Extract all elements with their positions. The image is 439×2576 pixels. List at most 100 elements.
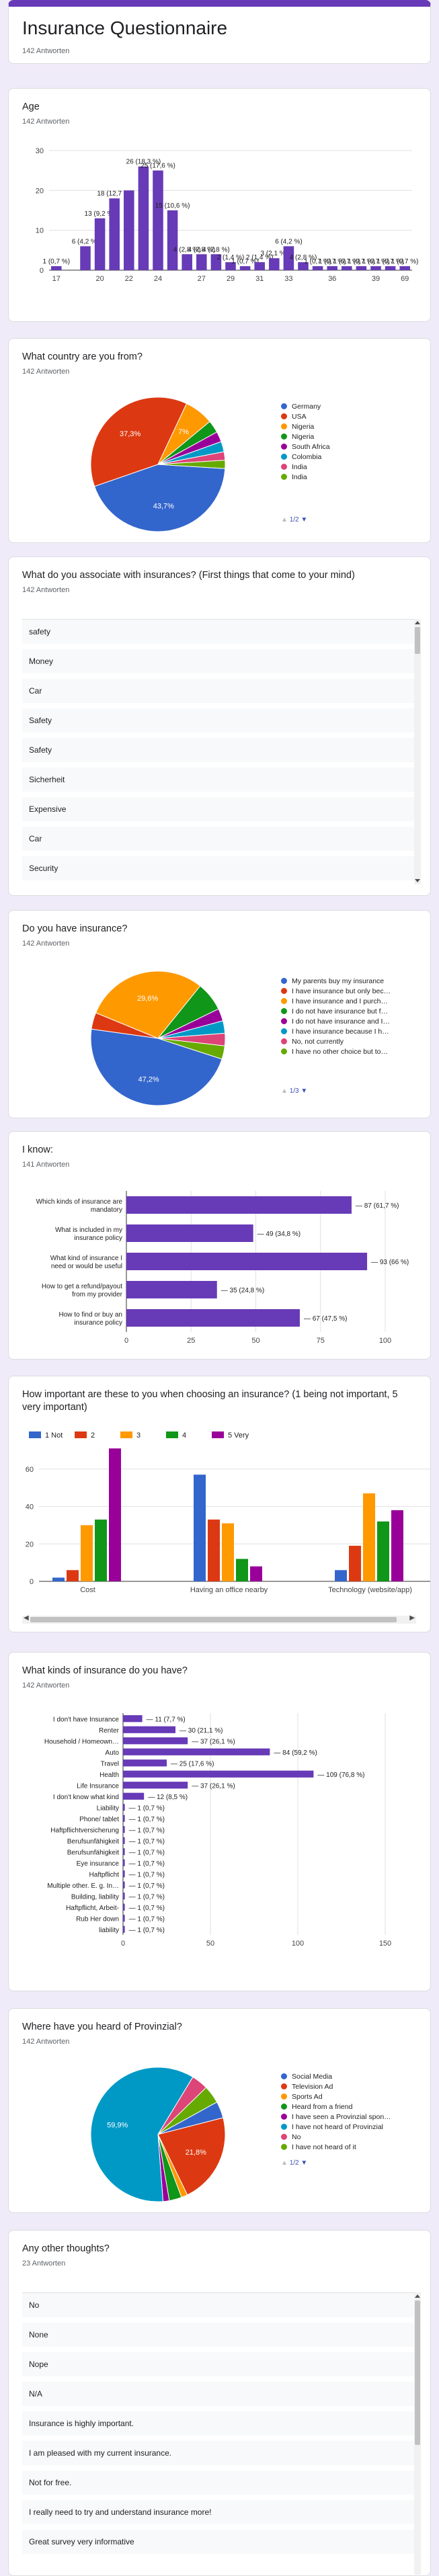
data-label: 2 (1,4 %) [217, 254, 245, 261]
legend-label: Sports Ad [292, 2093, 323, 2101]
prev-page-icon[interactable]: ▲ [281, 516, 288, 524]
horizontal-scrollbar[interactable]: ◀ ▶ [22, 1614, 416, 1624]
bar [123, 1715, 143, 1722]
legend-item: I have not heard of it [281, 2143, 391, 2153]
scroll-up-icon[interactable] [415, 621, 420, 624]
legend-swatch [281, 2083, 287, 2089]
bar [250, 1566, 262, 1581]
y-tick-label: 0 [30, 1578, 34, 1586]
response-count: 142 Antworten [22, 586, 70, 594]
legend-swatch [281, 1028, 287, 1034]
legend-label: Nigeria [292, 423, 315, 431]
question-title: What kinds of insurance do you have? [22, 1665, 188, 1676]
data-label: 1 (0,7 %) [43, 258, 71, 265]
legend-item: Television Ad [281, 2082, 391, 2092]
scroll-left-icon[interactable]: ◀ [24, 1614, 29, 1622]
next-page-icon[interactable]: ▼ [301, 2159, 308, 2167]
data-label: 1 (0,7 %) [304, 258, 331, 265]
x-tick-label: 29 [227, 275, 235, 283]
legend-label: My parents buy my insurance [292, 977, 385, 985]
legend-item: I have no other choice but to… [281, 1047, 391, 1057]
slice-label: 21,8% [186, 2149, 206, 2157]
data-label: 3 (2,1 %) [261, 250, 288, 257]
legend-swatch [281, 1008, 287, 1014]
scroll-thumb[interactable] [415, 2300, 420, 2445]
legend-swatch [281, 413, 287, 419]
bar [123, 1915, 125, 1922]
legend-swatch [75, 1431, 87, 1438]
legend-pager[interactable]: ▲ 1/3 ▼ [281, 1087, 307, 1095]
legend-item: My parents buy my insurance [281, 977, 391, 987]
bar [391, 1510, 403, 1581]
response-row: Sicherheit [22, 767, 416, 792]
scrollbar[interactable] [414, 619, 421, 884]
scrollbar[interactable] [414, 2292, 421, 2575]
legend-pager[interactable]: ▲ 1/2 ▼ [281, 516, 307, 524]
x-tick-label: 50 [251, 1337, 260, 1345]
legend-item: Nigeria [281, 432, 330, 442]
data-label: 26 (18,3 %) [126, 159, 161, 166]
legend-label: Television Ad [292, 2083, 333, 2091]
page-indicator: 1/3 [289, 1087, 299, 1095]
bar [138, 166, 149, 270]
legend-swatch [281, 2144, 287, 2150]
data-label: — 1 (0,7 %) [129, 1816, 165, 1823]
y-tick-label: mandatory [91, 1206, 122, 1214]
x-tick-label: 24 [154, 275, 162, 283]
x-tick-label: 100 [292, 1940, 304, 1948]
y-tick-label: Haftpflicht [89, 1871, 120, 1878]
prev-page-icon[interactable]: ▲ [281, 1087, 288, 1095]
legend-swatch [281, 978, 287, 984]
legend-item: I do not have insurance but f… [281, 1007, 391, 1017]
bar [123, 1815, 125, 1822]
legend-label: I have not heard of it [292, 2143, 356, 2151]
data-label: 1 (0,7 %) [333, 258, 361, 265]
response-row: I am pleased with my current insurance. [22, 2441, 416, 2465]
age-bar-chart: 0 10 20 30 1 (0,7 %) 6 (4,2 %) 13 (9,2 %) 18 (1… [36, 147, 419, 283]
x-tick-label: 150 [379, 1940, 391, 1948]
bar [126, 1280, 217, 1299]
response-row: Expensive [22, 797, 416, 821]
y-tick-label: insurance policy [74, 1235, 122, 1242]
response-count: 23 Antworten [22, 2259, 66, 2268]
y-tick-label: Haftpflichtversicherung [50, 1827, 119, 1834]
data-label: — 49 (34,8 %) [257, 1231, 301, 1238]
x-tick-label: 20 [95, 275, 104, 283]
response-row: safety [22, 620, 416, 644]
scroll-right-icon[interactable]: ▶ [409, 1614, 415, 1622]
y-tick-label: Liability [97, 1804, 119, 1812]
bar [123, 1737, 188, 1745]
y-tick-label: liability [99, 1927, 119, 1934]
have-insurance-card: Do you have insurance? 142 Antworten 47,… [8, 910, 431, 1118]
bar [335, 1570, 347, 1581]
bar [210, 254, 222, 270]
pie-slice [90, 1028, 223, 1106]
legend-item: Colombia [281, 452, 330, 462]
bar [124, 190, 134, 270]
data-label: — 1 (0,7 %) [129, 1882, 165, 1890]
next-page-icon[interactable]: ▼ [301, 1087, 308, 1095]
y-tick-label: Rub Her down [76, 1915, 119, 1923]
scroll-down-icon[interactable] [415, 879, 420, 882]
legend-item: Sports Ad [281, 2092, 391, 2102]
legend-swatch [212, 1431, 224, 1438]
x-tick-label: 50 [206, 1940, 214, 1948]
legend-item: I have not heard of Provinzial [281, 2122, 391, 2132]
response-row: Not for free. [22, 2470, 416, 2495]
data-label: — 1 (0,7 %) [129, 1915, 165, 1923]
next-page-icon[interactable]: ▼ [301, 516, 308, 524]
page-indicator: 1/2 [289, 516, 299, 524]
x-tick-label: 0 [121, 1940, 125, 1948]
legend-item: Social Media [281, 2072, 391, 2082]
prev-page-icon[interactable]: ▲ [281, 2159, 288, 2167]
country-pie-chart: 43,7% 37,3% 7% [90, 397, 226, 532]
scroll-up-icon[interactable] [415, 2294, 420, 2298]
bar [126, 1224, 253, 1243]
legend-pager[interactable]: ▲ 1/2 ▼ [281, 2159, 307, 2167]
bar [370, 266, 381, 270]
legend-swatch [166, 1431, 178, 1438]
scroll-thumb[interactable] [415, 627, 420, 654]
scroll-thumb[interactable] [30, 1617, 397, 1622]
bar [377, 1521, 389, 1581]
bar [363, 1493, 375, 1581]
